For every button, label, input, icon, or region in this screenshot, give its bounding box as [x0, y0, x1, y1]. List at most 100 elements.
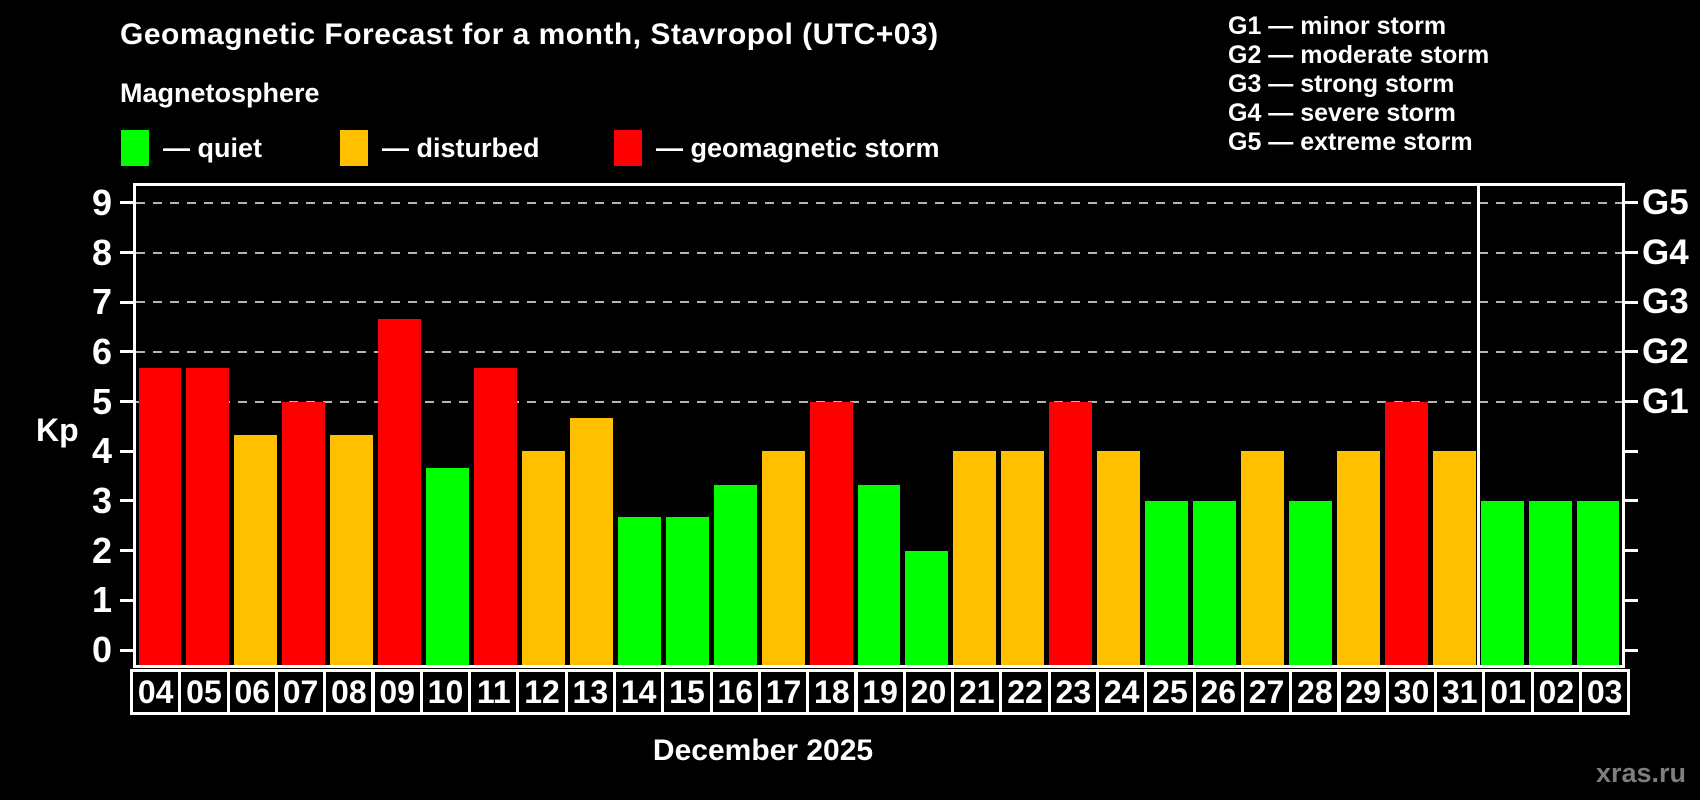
axis-tick-left-4 — [120, 449, 133, 453]
axis-tick-right-7 — [1625, 300, 1638, 304]
legend-label-quiet: — quiet — [163, 132, 262, 163]
bar-day-08 — [330, 434, 374, 665]
watermark-xras: xras.ru — [1595, 758, 1686, 788]
y-tick-label-8: 8 — [91, 231, 112, 273]
quiet-color-swatch — [121, 130, 149, 166]
bar-day-29 — [1336, 451, 1380, 665]
day-label-27: 27 — [1240, 669, 1293, 715]
gridline-kp-6 — [136, 350, 1622, 353]
plot-area — [133, 183, 1625, 668]
chart-subtitle: Magnetosphere — [120, 78, 320, 108]
axis-tick-left-2 — [120, 549, 133, 553]
day-label-16: 16 — [709, 669, 761, 715]
day-label-28: 28 — [1289, 669, 1341, 715]
day-label-14: 14 — [613, 669, 665, 715]
day-label-23: 23 — [1047, 669, 1099, 715]
day-label-22: 22 — [999, 669, 1051, 715]
bar-day-23 — [1049, 401, 1093, 665]
bar-day-24 — [1097, 451, 1141, 665]
day-label-21: 21 — [951, 669, 1003, 715]
gridline-kp-5 — [136, 400, 1622, 403]
chart-title: Geomagnetic Forecast for a month, Stavro… — [120, 18, 939, 51]
day-label-20: 20 — [902, 669, 955, 715]
axis-tick-right-1 — [1625, 598, 1638, 602]
axis-tick-left-3 — [120, 499, 133, 503]
day-label-11: 11 — [468, 669, 520, 715]
g-scale-label-g5: G5 — [1642, 182, 1689, 222]
bar-day-26 — [1193, 501, 1236, 665]
bar-day-28 — [1288, 501, 1332, 665]
day-label-24: 24 — [1096, 669, 1148, 715]
y-tick-label-0: 0 — [91, 629, 112, 670]
day-label-26: 26 — [1192, 669, 1244, 715]
day-label-15: 15 — [661, 669, 713, 715]
bar-day-27 — [1241, 451, 1284, 665]
bar-day-02 — [1528, 501, 1572, 665]
day-label-31: 31 — [1434, 669, 1486, 715]
day-label-08: 08 — [323, 669, 375, 715]
bar-day-15 — [665, 517, 709, 665]
axis-tick-right-4 — [1625, 449, 1638, 453]
storm-scale-g4: G4 — severe storm — [1228, 99, 1456, 127]
day-label-04: 04 — [130, 669, 182, 715]
day-label-09: 09 — [371, 669, 423, 715]
y-tick-label-3: 3 — [91, 479, 112, 521]
bar-day-07 — [282, 401, 326, 665]
legend-item-storm: — geomagnetic storm — [614, 128, 940, 168]
axis-tick-left-9 — [120, 201, 133, 205]
bar-day-03 — [1576, 501, 1620, 665]
bar-day-31 — [1432, 451, 1476, 665]
bar-day-20 — [905, 550, 949, 665]
axis-tick-right-9 — [1625, 201, 1638, 205]
day-label-25: 25 — [1144, 669, 1196, 715]
axis-tick-left-6 — [120, 350, 133, 354]
gridline-kp-7 — [136, 301, 1622, 304]
day-label-19: 19 — [854, 669, 906, 715]
bar-day-14 — [617, 517, 661, 665]
y-tick-label-2: 2 — [91, 529, 112, 571]
axis-tick-right-3 — [1625, 499, 1638, 503]
bar-day-05 — [186, 368, 230, 665]
axis-tick-right-6 — [1625, 350, 1638, 354]
axis-tick-right-2 — [1625, 549, 1638, 553]
day-label-06: 06 — [226, 669, 278, 715]
disturbed-color-swatch — [340, 130, 368, 166]
bar-day-01 — [1480, 501, 1524, 665]
bar-day-17 — [761, 451, 805, 665]
bar-day-19 — [857, 484, 901, 665]
bar-day-04 — [138, 368, 182, 665]
y-tick-label-4: 4 — [91, 430, 112, 472]
day-label-02: 02 — [1530, 669, 1582, 715]
bar-day-25 — [1145, 501, 1189, 665]
storm-scale-g2: G2 — moderate storm — [1228, 41, 1490, 69]
y-tick-label-7: 7 — [91, 281, 112, 323]
axis-tick-right-0 — [1625, 648, 1638, 652]
axis-tick-right-8 — [1625, 251, 1638, 255]
g-scale-label-g4: G4 — [1642, 232, 1689, 272]
bar-day-16 — [713, 484, 757, 665]
y-tick-label-1: 1 — [91, 579, 112, 621]
day-label-18: 18 — [806, 669, 858, 715]
bar-day-13 — [569, 418, 613, 665]
storm-scale-g5: G5 — extreme storm — [1228, 128, 1473, 156]
day-label-13: 13 — [564, 669, 616, 715]
x-axis-month-label: December 2025 — [652, 734, 874, 767]
bar-day-06 — [234, 434, 278, 665]
day-label-17: 17 — [757, 669, 810, 715]
day-label-29: 29 — [1337, 669, 1389, 715]
g-scale-label-g1: G1 — [1642, 381, 1689, 421]
day-label-05: 05 — [178, 669, 230, 715]
month-boundary-separator — [1476, 186, 1480, 665]
bar-day-09 — [378, 318, 422, 665]
day-label-12: 12 — [516, 669, 568, 715]
day-label-07: 07 — [274, 669, 327, 715]
bar-day-10 — [426, 467, 470, 665]
y-tick-label-5: 5 — [91, 380, 112, 422]
axis-tick-left-8 — [120, 251, 133, 255]
g-scale-label-g2: G2 — [1642, 331, 1689, 371]
y-tick-label-9: 9 — [91, 181, 112, 223]
y-axis-title: Kp — [36, 412, 79, 448]
storm-scale-legend: G1 — minor storm G2 — moderate storm G3 … — [1228, 12, 1489, 157]
g-scale-label-g3: G3 — [1642, 282, 1689, 322]
bar-day-21 — [953, 451, 997, 665]
